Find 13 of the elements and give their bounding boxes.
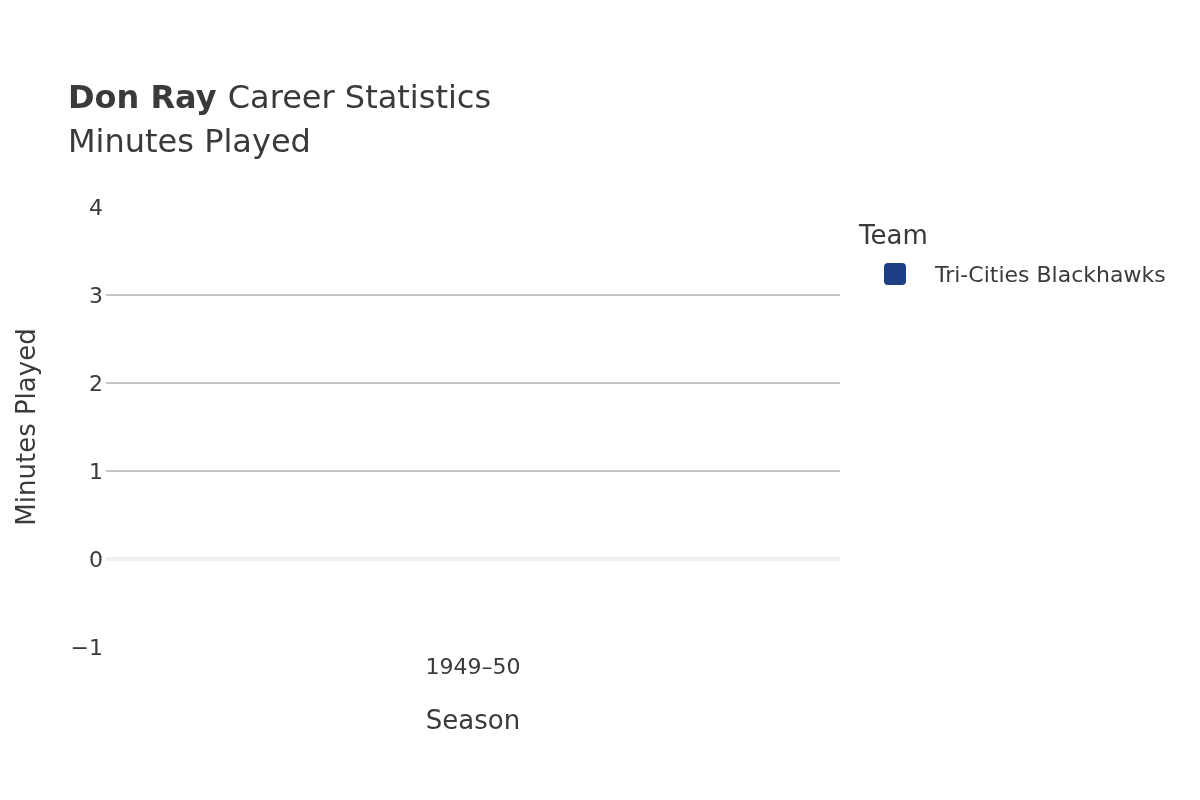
y-tick-label: 4 [89,194,103,220]
y-tick-label: −1 [70,634,103,660]
y-tick-label: 1 [89,458,103,484]
y-tick-label: 0 [89,546,103,572]
y-tick-label: 3 [89,282,103,308]
x-tick-label: 1949–50 [425,654,521,679]
x-axis-title: Season [425,705,521,735]
legend-title: Team [858,220,928,250]
chart-subtitle: Minutes Played [68,122,311,160]
legend-label: Tri-Cities Blackhawks [934,261,1166,287]
y-tick-label: 2 [89,370,103,396]
y-axis-title: Minutes Played [11,328,41,526]
chart-title: Don Ray Career Statistics [68,78,492,116]
